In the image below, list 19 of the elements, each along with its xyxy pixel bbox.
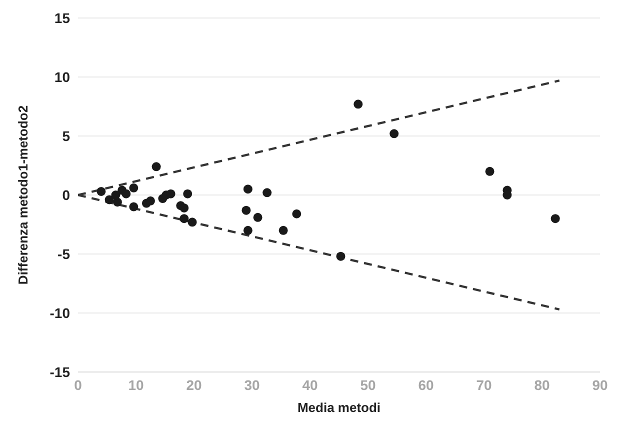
y-tick-label: 0 bbox=[62, 186, 70, 203]
y-tick-label: -15 bbox=[50, 364, 70, 380]
x-tick-label: 50 bbox=[360, 376, 376, 393]
x-tick-label: 0 bbox=[74, 376, 82, 393]
y-tick-label: -5 bbox=[58, 246, 70, 262]
x-axis-title: Media metodi bbox=[297, 400, 381, 415]
x-tick-label: 10 bbox=[128, 376, 144, 393]
x-tick-label: 60 bbox=[418, 376, 434, 393]
x-tick-label: 80 bbox=[534, 376, 550, 393]
y-tick-label: 10 bbox=[54, 68, 70, 85]
y-axis-title: Differenza metodo1-metodo2 bbox=[16, 105, 31, 285]
x-tick-label: 30 bbox=[244, 376, 260, 393]
x-tick-label: 40 bbox=[302, 376, 318, 393]
x-tick-label: 20 bbox=[186, 376, 202, 393]
x-tick-label: 70 bbox=[476, 376, 492, 393]
x-tick-label: 90 bbox=[592, 376, 608, 393]
y-tick-label: 15 bbox=[54, 10, 70, 26]
y-tick-label: 5 bbox=[62, 128, 70, 144]
y-tick-label: -10 bbox=[50, 304, 70, 321]
